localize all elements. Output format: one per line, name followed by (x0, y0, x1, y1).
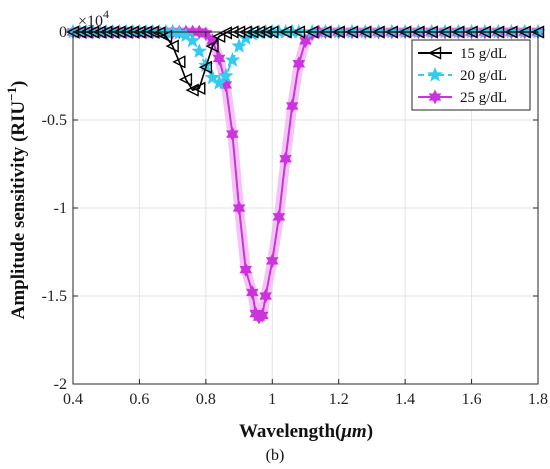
data-point (152, 26, 166, 40)
data-point (285, 98, 299, 114)
data-point (198, 60, 213, 74)
data-point (239, 262, 253, 277)
data-point (165, 39, 179, 53)
data-point (192, 81, 206, 95)
data-point (427, 46, 442, 60)
x-axis-title: Wavelength(μm) (239, 421, 373, 442)
x-tick-label: 1.6 (462, 391, 482, 408)
data-point (218, 67, 234, 83)
y-tick-label: -1.5 (42, 288, 67, 305)
x-tick-label: 0.4 (63, 391, 83, 408)
data-point (178, 72, 193, 87)
panel-label: (b) (266, 447, 285, 464)
data-point (428, 89, 442, 105)
data-point (184, 32, 201, 48)
y-tick-label: -0.5 (42, 112, 67, 129)
data-point (226, 126, 239, 142)
legend: 15 g/dL 20 g/dL 25 g/dL (411, 39, 531, 111)
x-tick-label: 0.6 (129, 391, 149, 408)
legend-label: 25 g/dL (460, 90, 507, 106)
data-point (218, 26, 232, 40)
data-point (279, 151, 292, 167)
legend-entry: 20 g/dL (418, 66, 507, 84)
tick-labels: 0.4 0.6 0.8 1 1.2 1.4 1.6 1.8 0 -0.5 -1 -1.5 -2 (42, 24, 548, 408)
tick-marks (72, 31, 539, 385)
data-point (172, 55, 186, 69)
data-point (427, 66, 443, 82)
data-point (212, 51, 226, 66)
y-exponent-label: ×104 (78, 7, 109, 30)
data-point (212, 29, 226, 44)
data-point (292, 56, 306, 72)
y-tick-label: -1 (54, 200, 67, 217)
data-point (231, 37, 247, 53)
legend-label: 20 g/dL (460, 68, 507, 84)
data-point (232, 200, 246, 216)
data-point (245, 285, 259, 300)
y-axis-title: Amplitude sensitivity (RIU−1) (4, 81, 29, 320)
x-tick-label: 1.4 (395, 391, 415, 408)
data-point (211, 74, 227, 90)
data-point (259, 288, 273, 304)
y-tick-label: 0 (59, 24, 67, 41)
legend-entry: 15 g/dL (418, 46, 507, 62)
data-point (205, 39, 219, 53)
data-point (255, 308, 269, 323)
data-point (265, 253, 279, 269)
y-tick-label: -2 (54, 376, 67, 393)
data-point (158, 29, 173, 44)
legend-label: 15 g/dL (460, 46, 507, 62)
x-tick-label: 1 (268, 391, 276, 408)
x-tick-label: 0.8 (196, 391, 216, 408)
data-point (272, 209, 286, 225)
data-point (224, 52, 241, 67)
data-point (191, 43, 207, 58)
x-tick-label: 1.8 (528, 391, 548, 408)
legend-entry: 25 g/dL (418, 89, 507, 106)
x-tick-label: 1.2 (329, 391, 349, 408)
